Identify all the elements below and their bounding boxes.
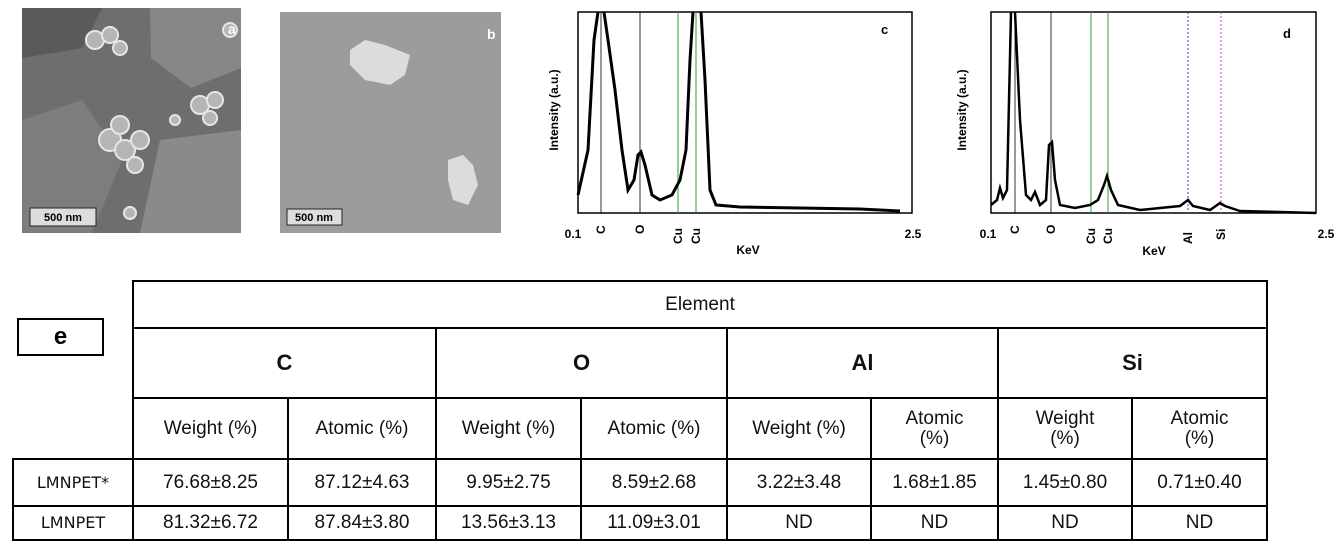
element-header: Al <box>726 327 999 399</box>
table-cell: ND <box>1131 505 1268 541</box>
peak-label: Cu <box>1084 228 1098 244</box>
row-label: LMNPET* <box>12 458 134 507</box>
peak-label: Cu <box>1101 228 1115 244</box>
peak-label: C <box>594 225 608 234</box>
column-header: Atomic (%) <box>1131 397 1268 460</box>
column-header: Weight (%) <box>997 397 1133 460</box>
peak-label: Cu <box>689 228 703 244</box>
y-axis-label: Intensity (a.u.) <box>955 69 969 150</box>
x-axis-label: KeV <box>736 243 759 257</box>
row-label: LMNPET <box>12 505 134 541</box>
column-header: Atomic (%) <box>580 397 728 460</box>
table-cell: 8.59±2.68 <box>580 458 728 507</box>
element-header: C <box>132 327 437 399</box>
peak-label: C <box>1008 225 1022 234</box>
table-cell: 81.32±6.72 <box>132 505 289 541</box>
table-cell: 87.84±3.80 <box>287 505 437 541</box>
panel-label: d <box>1283 26 1291 41</box>
column-header: Atomic (%) <box>870 397 999 460</box>
table-cell: ND <box>726 505 872 541</box>
table-cell: 11.09±3.01 <box>580 505 728 541</box>
table-cell: ND <box>997 505 1133 541</box>
table-cell: 9.95±2.75 <box>435 458 582 507</box>
panel-label: c <box>881 22 888 37</box>
element-header: O <box>435 327 728 399</box>
column-header: Weight (%) <box>132 397 289 460</box>
x-start-label: 0.1 <box>565 227 582 241</box>
sem-image-b: 500 nm b <box>280 12 501 233</box>
column-header: Weight (%) <box>726 397 872 460</box>
sem-image-a: 500 nm a <box>22 8 241 233</box>
scale-bar-label: 500 nm <box>295 212 333 224</box>
table-label: e <box>17 318 104 356</box>
y-axis-label: Intensity (a.u.) <box>547 69 561 150</box>
peak-label: Cu <box>671 228 685 244</box>
peak-label: Si <box>1214 229 1228 240</box>
x-end-label: 2.5 <box>905 227 922 241</box>
scale-bar-label: 500 nm <box>44 212 82 224</box>
table-cell: 87.12±4.63 <box>287 458 437 507</box>
table-cell: 1.45±0.80 <box>997 458 1133 507</box>
group-header: Element <box>132 280 1268 329</box>
element-header: Si <box>997 327 1268 399</box>
x-start-label: 0.1 <box>980 227 997 241</box>
figure-panels: 500 nm a 500 nm b c Intensity (a.u.) 0.1… <box>22 8 1335 258</box>
peak-label: Al <box>1181 232 1195 244</box>
column-header: Atomic (%) <box>287 397 437 460</box>
table-cell: 3.22±3.48 <box>726 458 872 507</box>
table-cell: 1.68±1.85 <box>870 458 999 507</box>
panel-label: a <box>228 21 236 37</box>
table-cell: 0.71±0.40 <box>1131 458 1268 507</box>
table-cell: 76.68±8.25 <box>132 458 289 507</box>
x-end-label: 2.5 <box>1318 227 1335 241</box>
column-header: Weight (%) <box>435 397 582 460</box>
peak-label: O <box>1044 225 1058 234</box>
spectrum-d: d Intensity (a.u.) 0.1 2.5 KeV C O Cu Cu… <box>955 11 1335 258</box>
peak-label: O <box>633 225 647 234</box>
spectrum-c: c Intensity (a.u.) 0.1 2.5 KeV C O Cu Cu <box>547 11 922 257</box>
table-cell: ND <box>870 505 999 541</box>
table-cell: 13.56±3.13 <box>435 505 582 541</box>
panel-label: b <box>487 26 496 42</box>
x-axis-label: KeV <box>1142 244 1165 258</box>
